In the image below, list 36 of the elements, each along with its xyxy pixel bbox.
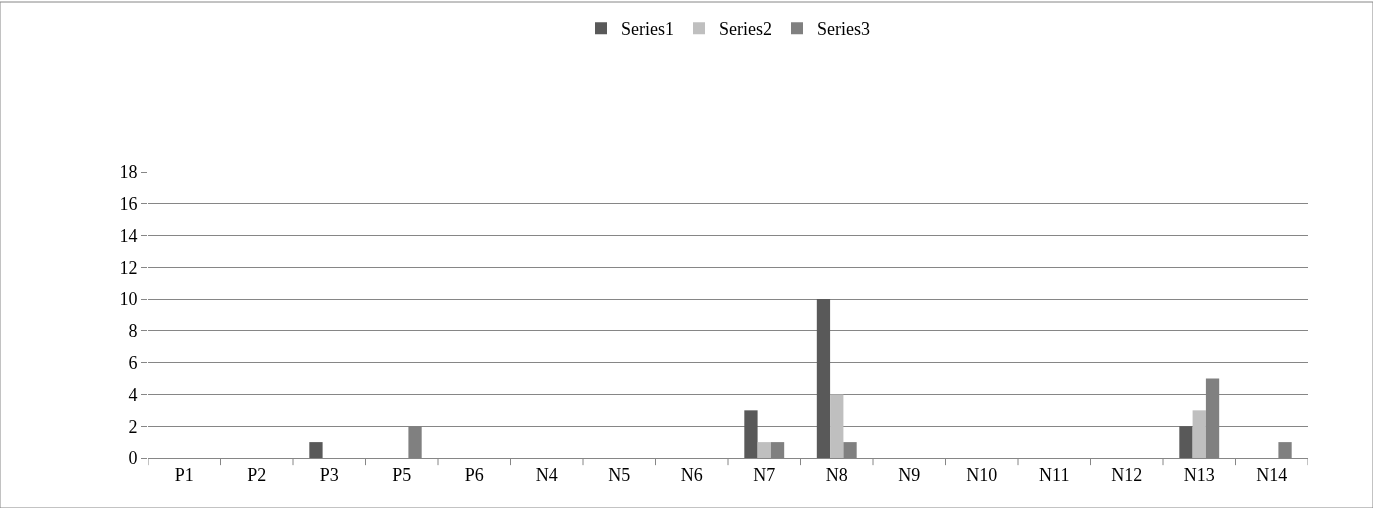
- y-tick-label: 18: [119, 162, 138, 183]
- x-tick-label: P2: [247, 464, 267, 485]
- y-tick-label: 2: [128, 416, 138, 437]
- legend-label: Series3: [817, 19, 870, 40]
- x-tick-label: N10: [966, 464, 998, 485]
- y-tick-label: 0: [128, 448, 138, 469]
- legend-label: Series2: [719, 19, 772, 40]
- x-tick-label: N8: [825, 464, 848, 485]
- x-tick-label: N7: [753, 464, 776, 485]
- x-tick-label: N4: [535, 464, 558, 485]
- y-tick-label: 10: [119, 289, 138, 310]
- x-tick-label: N12: [1111, 464, 1143, 485]
- y-tick-label: 14: [119, 225, 138, 246]
- bar: [1179, 426, 1193, 458]
- y-tick-label: 16: [119, 194, 138, 215]
- bar: [830, 394, 844, 458]
- x-tick-label: N13: [1183, 464, 1215, 485]
- legend-label: Series1: [621, 19, 674, 40]
- x-tick-label: P1: [174, 464, 194, 485]
- x-tick-label: P5: [392, 464, 412, 485]
- bar: [816, 299, 831, 458]
- y-tick-label: 4: [128, 384, 138, 405]
- y-tick-label: 8: [128, 321, 138, 342]
- bar: [757, 442, 771, 458]
- y-tick-label: 12: [119, 257, 138, 278]
- x-tick-label: N11: [1039, 464, 1070, 485]
- bar: [744, 410, 758, 458]
- x-tick-label: N6: [680, 464, 703, 485]
- x-tick-label: P3: [319, 464, 339, 485]
- x-tick-label: P6: [464, 464, 484, 485]
- bar: [309, 442, 323, 458]
- x-tick-label: N9: [898, 464, 921, 485]
- y-tick-label: 6: [128, 352, 138, 373]
- bar: [1192, 410, 1206, 458]
- x-tick-label: N5: [608, 464, 631, 485]
- x-tick-label: N14: [1256, 464, 1288, 485]
